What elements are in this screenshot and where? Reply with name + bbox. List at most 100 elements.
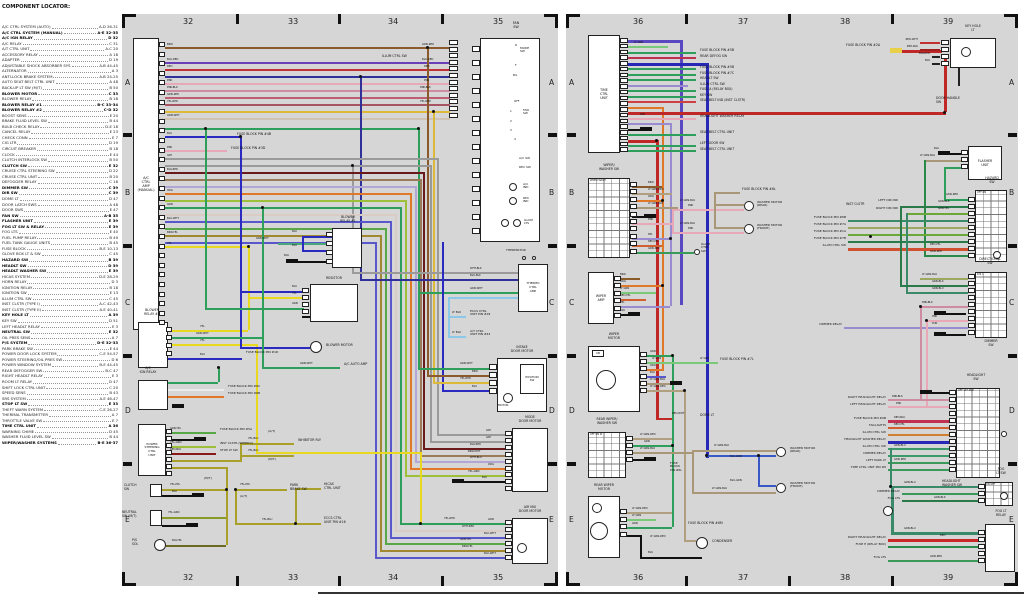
- diagram-label: GRN: [650, 350, 656, 353]
- diagram-label: D: [515, 43, 518, 47]
- connector-pin: [159, 262, 165, 268]
- wire: [684, 390, 686, 540]
- connector-pin: [968, 204, 975, 209]
- wire: [433, 382, 497, 384]
- grid-number: 32: [183, 573, 194, 582]
- grid-number: 33: [288, 17, 299, 26]
- connector-pin: [968, 246, 975, 251]
- row-letter: C: [125, 298, 131, 307]
- diagram-label: THERMISTOR: [506, 248, 526, 252]
- locator-item-label: FUEL PUMP RELAY: [2, 234, 37, 240]
- edge-dash: [1008, 244, 1017, 248]
- locator-item-ref: D 19: [109, 57, 118, 63]
- wire: [888, 434, 949, 436]
- locator-item: FAN SW A-B 35: [2, 213, 118, 219]
- diagram-label: PNK-BLK: [420, 86, 431, 89]
- wire: [165, 97, 450, 99]
- diagram-label: GRN-YEL: [170, 427, 182, 430]
- diagram-label: GRN-BLU: [904, 527, 916, 530]
- diagram-label: GRY: [167, 154, 173, 157]
- diagram-label: LT GRN-RED: [650, 385, 666, 388]
- locator-item-label: HEADLT WASHER SW: [2, 268, 47, 274]
- locator-item: BRAKE FLUID LEVEL SW B 44: [2, 118, 118, 124]
- locator-item-ref: B-E 36-37: [97, 440, 118, 446]
- leader-dots: [18, 193, 108, 195]
- wire: [165, 104, 450, 106]
- locator-item-label: BOOST SENS: [2, 112, 27, 118]
- locator-item: WIPER/WASHER SYSTEMS B-E 36-37: [2, 440, 118, 446]
- locator-item: AUTO SEAT BELT CTRL UNIT A 48: [2, 79, 118, 85]
- locator-item: INST CLSTR (TYPE I) A-C 42-43: [2, 301, 118, 307]
- wire: [920, 306, 968, 308]
- wire: [616, 278, 640, 280]
- connector-pin: [620, 112, 628, 118]
- wiper-motor-symbol: [596, 370, 616, 390]
- diagram-label: FOG LT RELAY: [995, 509, 1007, 517]
- locator-item-label: FUEL TANK GAUGE UNITS: [2, 240, 51, 246]
- row-letter: C: [1009, 298, 1015, 307]
- wire: [165, 90, 450, 92]
- wire: [192, 493, 204, 497]
- locator-item: NEUTRAL SW E 32: [2, 329, 118, 335]
- wire: [848, 227, 968, 229]
- connector-pin: [620, 84, 628, 89]
- locator-item: DIMMER SW C 39: [2, 185, 118, 191]
- wire: [646, 390, 686, 392]
- wire: [235, 489, 287, 491]
- clutch-sw-conn: [150, 484, 162, 497]
- diagram-label: CLUTCH SW: [124, 483, 137, 491]
- diagram-label: LEFT DOOR SW: [700, 141, 725, 145]
- locator-item: BLOWER RELAY B 18: [2, 96, 118, 102]
- diagram-label: RED-YEL: [648, 240, 659, 243]
- row-letter: A: [569, 78, 575, 87]
- wire: [714, 192, 740, 194]
- wire: [890, 448, 892, 486]
- locator-item: THROTTLE VALVE SW E 7: [2, 418, 118, 424]
- locator-item: HAZARD SW B 39: [2, 257, 118, 263]
- leader-dots: [22, 44, 109, 46]
- thermistor-pin2: [532, 256, 536, 260]
- junction-dot: [661, 199, 664, 202]
- component-locator-title: COMPONENT LOCATOR:: [2, 4, 71, 10]
- wire: [932, 63, 940, 65]
- connector-pin: [166, 429, 172, 434]
- wire: [924, 255, 968, 257]
- wire: [172, 404, 184, 408]
- connector-pin: [489, 380, 497, 386]
- corner-bracket: [566, 14, 569, 28]
- connector-pin: [968, 288, 975, 293]
- connector-pin: [166, 351, 172, 356]
- diagram-label: HEADLIGHT WASHER SW: [942, 479, 962, 487]
- wire: [400, 207, 402, 523]
- wire: [165, 69, 450, 71]
- wire: [205, 308, 304, 310]
- connector-pin: [630, 211, 637, 217]
- leader-dots: [19, 199, 109, 201]
- leader-dots: [40, 327, 111, 329]
- wire: [920, 399, 949, 401]
- connector-pin: [614, 276, 621, 281]
- connector-pin: [620, 107, 628, 112]
- locator-item-ref: D 45: [109, 428, 118, 434]
- connector-pin: [159, 90, 165, 95]
- locator-item-label: BLOWER RELAY #1: [2, 101, 42, 107]
- leader-dots: [51, 243, 109, 245]
- leader-dots: [30, 49, 105, 51]
- wire: [670, 123, 672, 306]
- junction-dot: [683, 389, 686, 392]
- diagram-label: YEL-BLU: [262, 518, 273, 521]
- fan-sw-title: FAN SW: [512, 21, 520, 29]
- connector-pin: [941, 54, 949, 59]
- diagram-label: GRN: [488, 518, 494, 521]
- diagram-label: CONDENSER: [712, 539, 733, 543]
- wire: [628, 40, 682, 43]
- locator-item-label: SRS SYSTEM: [2, 395, 26, 401]
- leader-dots: [27, 116, 109, 118]
- grid-tick: [788, 576, 791, 586]
- locator-item-label: BACK-UP LT SW (M/T): [2, 85, 42, 91]
- locator-item-label: ILLUM CTRL SW: [2, 295, 32, 301]
- component-locator: COMPONENT LOCATOR: A/C CTRL SYSTEM (AUTO…: [2, 4, 118, 446]
- connector-pin: [166, 471, 172, 476]
- wire: [437, 434, 505, 436]
- locator-item: CRUISE CTRL STEERING SW D 22: [2, 168, 118, 174]
